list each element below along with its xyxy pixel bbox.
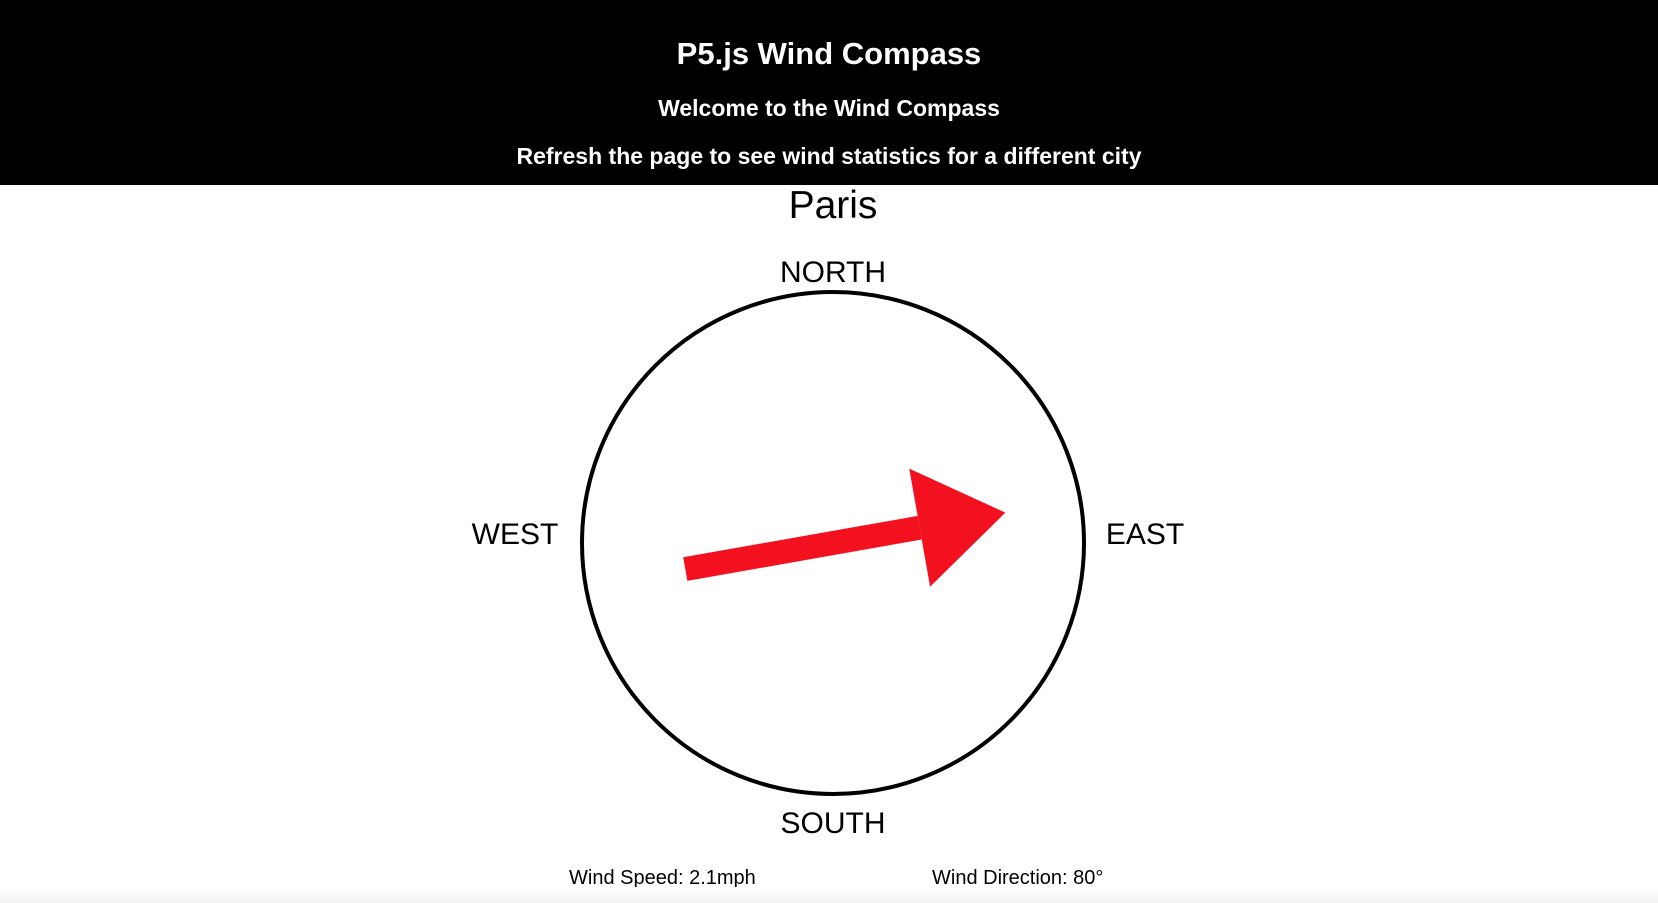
refresh-instruction: Refresh the page to see wind statistics … bbox=[516, 143, 1142, 169]
south-label: SOUTH bbox=[780, 807, 886, 840]
window-bottom-edge bbox=[0, 887, 1658, 903]
compass-canvas: Paris NORTH SOUTH WEST EAST Wind Speed: … bbox=[0, 185, 1658, 903]
west-label: WEST bbox=[471, 518, 559, 551]
north-label: NORTH bbox=[779, 256, 887, 289]
wind-speed-readout: Wind Speed: 2.1mph bbox=[569, 867, 756, 889]
welcome-heading: Welcome to the Wind Compass bbox=[658, 95, 1000, 121]
wind-arrow bbox=[683, 468, 1006, 587]
wind-arrow-head bbox=[909, 468, 1006, 587]
compass-drawing bbox=[580, 290, 1086, 796]
east-label: EAST bbox=[1105, 518, 1185, 551]
compass-circle bbox=[580, 290, 1086, 796]
page-title: P5.js Wind Compass bbox=[676, 36, 982, 71]
wind-direction-readout: Wind Direction: 80° bbox=[932, 867, 1104, 889]
header-banner: P5.js Wind Compass Welcome to the Wind C… bbox=[0, 0, 1658, 185]
wind-arrow-shaft bbox=[683, 515, 922, 581]
city-name: Paris bbox=[788, 184, 878, 227]
